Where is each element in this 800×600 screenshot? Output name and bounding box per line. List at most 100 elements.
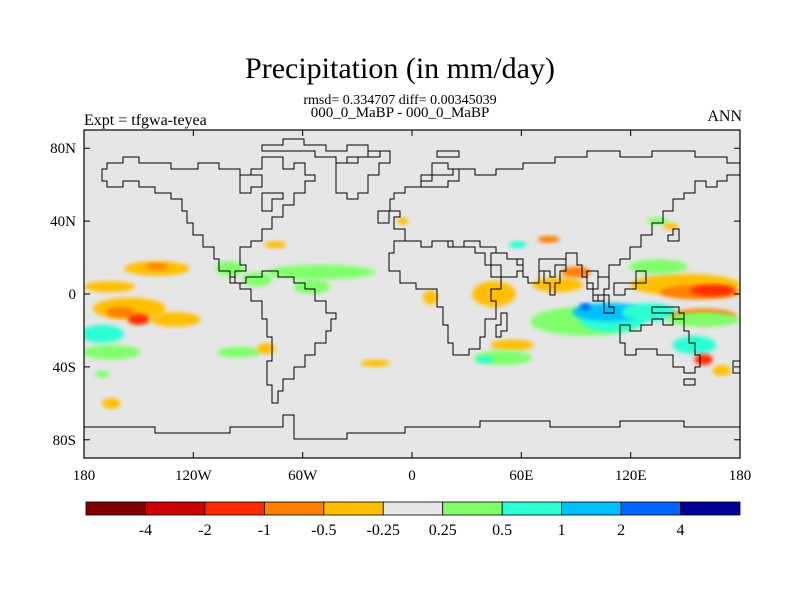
- anomaly-region-19: [422, 290, 438, 305]
- anomaly-region-7: [215, 261, 245, 276]
- y-tick-label-3: 40S: [53, 360, 76, 376]
- anomaly-region-18: [360, 359, 391, 367]
- anomaly-region-2: [105, 306, 136, 318]
- colorbar-label-6: 0.5: [492, 522, 512, 539]
- x-tick-label-5: 120E: [615, 468, 647, 484]
- anomaly-region-35: [561, 266, 591, 278]
- x-tick-label-4: 60E: [509, 468, 533, 484]
- experiment-pair: 000_0_MaBP - 000_0_MaBP: [310, 105, 490, 121]
- anomaly-region-27: [621, 303, 677, 322]
- anomaly-region-9: [266, 264, 376, 280]
- coast-arabia: [490, 252, 524, 278]
- y-tick-label-1: 40N: [50, 214, 76, 230]
- anomaly-region-4: [149, 312, 201, 327]
- anomaly-region-15: [94, 370, 110, 378]
- coast-tasmania: [683, 378, 696, 386]
- colorbar-box-1: [145, 501, 206, 516]
- colorbar-box-9: [620, 501, 681, 516]
- x-tick-label-0: 180: [73, 468, 96, 484]
- y-tick-label-2: 0: [69, 287, 77, 303]
- anomaly-region-37: [672, 335, 717, 355]
- anomaly-region-31: [690, 284, 735, 296]
- y-tick-label-0: 80N: [50, 141, 76, 157]
- anomaly-region-14: [102, 397, 121, 409]
- coast-svalbard: [436, 150, 460, 158]
- coast-baffin: [239, 174, 263, 194]
- coast-south-america: [229, 270, 337, 404]
- anomaly-region-39: [712, 365, 731, 376]
- anomaly-region-3: [127, 314, 150, 325]
- colorbar-label-1: -2: [198, 522, 211, 539]
- chart-title: Precipitation (in mm/day): [245, 52, 555, 85]
- coastlines: [84, 138, 740, 440]
- coast-sumatra: [592, 294, 615, 314]
- colorbar-label-3: -0.5: [311, 522, 336, 539]
- anomaly-region-13: [84, 345, 141, 360]
- x-tick-label-2: 60W: [288, 468, 318, 484]
- coast-uk: [377, 210, 390, 224]
- coast-africa: [388, 240, 502, 356]
- colorbar-label-9: 4: [677, 522, 685, 539]
- colorbar-box-8: [561, 501, 622, 516]
- stats-line: rmsd= 0.334707 diff= 0.00345039: [303, 93, 497, 108]
- coast-antarctica: [84, 414, 740, 440]
- anomaly-region-20: [472, 281, 516, 307]
- anomaly-region-17: [257, 343, 276, 355]
- x-tick-label-1: 120W: [175, 468, 213, 484]
- x-tick-label-6: 180: [729, 468, 752, 484]
- x-axis: 180 120W 60W 0 60E 120E 180: [73, 130, 752, 484]
- season-label: ANN: [707, 108, 742, 125]
- colorbar-label-7: 1: [558, 522, 566, 539]
- anomaly-region-6: [145, 263, 168, 271]
- colorbar-box-10: [680, 501, 741, 516]
- anomaly-region-16: [217, 346, 261, 358]
- anomaly-region-11: [264, 241, 287, 249]
- anomaly-region-41: [663, 222, 679, 231]
- colorbar-label-0: -4: [139, 522, 152, 539]
- anomaly-region-34: [532, 277, 584, 293]
- anomaly-layer: [84, 217, 740, 409]
- map-background: [84, 130, 740, 458]
- anomaly-region-36: [628, 259, 688, 274]
- anomaly-region-33: [667, 312, 740, 327]
- colorbar-label-2: -1: [258, 522, 271, 539]
- colorbar-label-5: 0.25: [429, 522, 457, 539]
- y-tick-label-4: 80S: [53, 433, 76, 449]
- anomaly-region-8: [242, 272, 272, 287]
- x-tick-label-3: 0: [408, 468, 416, 484]
- coast-philippines: [635, 270, 647, 284]
- colorbar-label-4: -0.25: [367, 522, 400, 539]
- anomaly-region-42: [397, 217, 409, 225]
- coast-scandinavia: [420, 162, 460, 188]
- coast-japan: [667, 228, 680, 242]
- anomaly-region-12: [84, 324, 125, 344]
- colorbar-box-7: [501, 501, 563, 516]
- coast-australia: [619, 318, 701, 374]
- anomaly-region-44: [537, 235, 560, 243]
- colorbar-box-6: [442, 501, 503, 516]
- coast-madagascar: [495, 312, 508, 338]
- colorbar-box-5: [382, 501, 444, 516]
- anomaly-region-28: [579, 303, 591, 311]
- colorbar-label-8: 2: [617, 522, 625, 539]
- colorbar-box-0: [85, 501, 146, 516]
- anomaly-region-38: [694, 354, 713, 366]
- anomaly-region-23: [475, 355, 494, 364]
- coast-eurasia: [389, 150, 740, 290]
- coast-hudson: [261, 192, 284, 212]
- coast-north-america: [101, 156, 316, 278]
- y-axis: 80N 40N 0 40S 80S: [50, 141, 740, 449]
- colorbar-box-4: [323, 501, 384, 516]
- coast-india: [538, 258, 567, 296]
- coast-greenland: [335, 150, 391, 200]
- expt-label: Expt = tfgwa-teyea: [84, 112, 207, 129]
- coast-canadian-arch: [261, 138, 381, 164]
- anomaly-region-21: [490, 339, 535, 351]
- colorbar-box-2: [204, 501, 265, 516]
- colorbar-box-3: [263, 501, 325, 516]
- coast-new-zealand: [732, 360, 740, 374]
- anomaly-region-43: [508, 241, 527, 249]
- anomaly-region-0: [84, 281, 136, 293]
